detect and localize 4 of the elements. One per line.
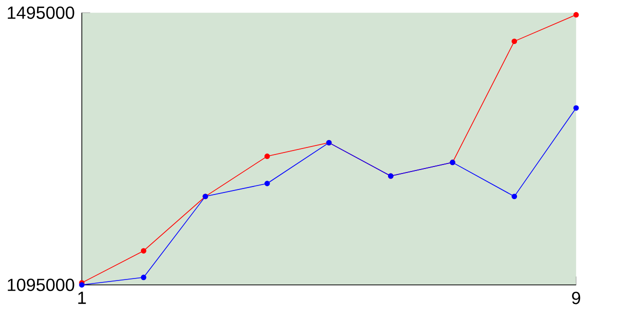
- y-tick-label: 1095000: [8, 278, 74, 291]
- y-tick-label: 1495000: [8, 6, 74, 19]
- x-tick-label: 9: [572, 292, 580, 304]
- x-tick-label: 1: [78, 292, 86, 304]
